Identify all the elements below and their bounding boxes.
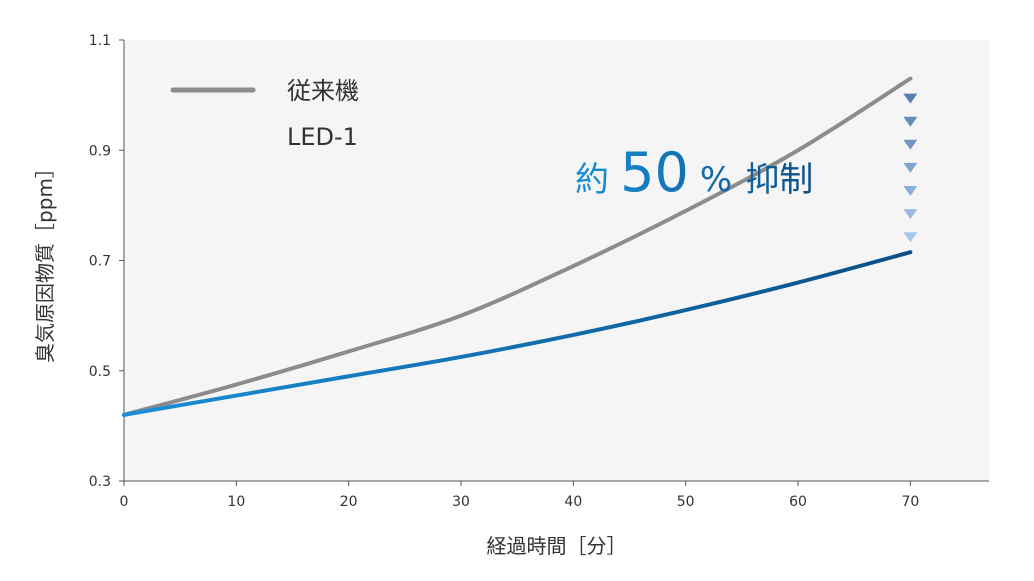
annotation-prefix: 約 xyxy=(575,160,609,200)
x-tick-label: 70 xyxy=(901,494,919,510)
x-axis-label: 経過時間［分］ xyxy=(487,534,627,558)
x-tick-label: 30 xyxy=(452,494,470,510)
x-tick-label: 0 xyxy=(120,494,129,510)
reduction-arrow xyxy=(903,209,918,220)
y-tick-label: 0.9 xyxy=(89,143,111,159)
x-tick-label: 40 xyxy=(564,494,582,510)
series-group xyxy=(122,76,913,417)
y-tick-label: 0.5 xyxy=(89,364,111,380)
reduction-arrow xyxy=(903,139,918,150)
y-tick-label: 0.7 xyxy=(89,254,111,270)
y-tick-label: 1.1 xyxy=(89,33,111,49)
x-ticks: 0 10 20 30 40 50 60 70 xyxy=(120,481,919,510)
reduction-arrow xyxy=(903,162,918,173)
legend-label-conventional: 従来機 xyxy=(287,77,359,105)
legend-label-led: LED-1 xyxy=(287,123,358,151)
y-tick-label: 0.3 xyxy=(89,474,111,490)
plot-background xyxy=(124,40,989,481)
reduction-arrow xyxy=(903,186,918,197)
annotation-value: 50 xyxy=(620,141,689,204)
series-line-led xyxy=(122,250,913,417)
reduction-arrow xyxy=(903,93,918,104)
reduction-arrows xyxy=(903,93,918,243)
y-ticks: 0.3 0.5 0.7 0.9 1.1 xyxy=(89,33,124,490)
reduction-arrow xyxy=(903,116,918,127)
reduction-annotation: 約 50 % 抑制 xyxy=(575,141,813,204)
y-axis-label: 臭気原因物質［ppm］ xyxy=(33,158,57,363)
x-tick-label: 60 xyxy=(789,494,807,510)
legend: 従来機 LED-1 xyxy=(170,77,359,151)
reduction-arrow xyxy=(903,232,918,243)
series-line-conventional xyxy=(122,76,913,417)
annotation-suffix: 抑制 xyxy=(745,160,813,200)
x-tick-label: 50 xyxy=(677,494,695,510)
annotation-percent: % xyxy=(700,160,732,200)
x-tick-label: 10 xyxy=(227,494,245,510)
x-tick-label: 20 xyxy=(340,494,358,510)
